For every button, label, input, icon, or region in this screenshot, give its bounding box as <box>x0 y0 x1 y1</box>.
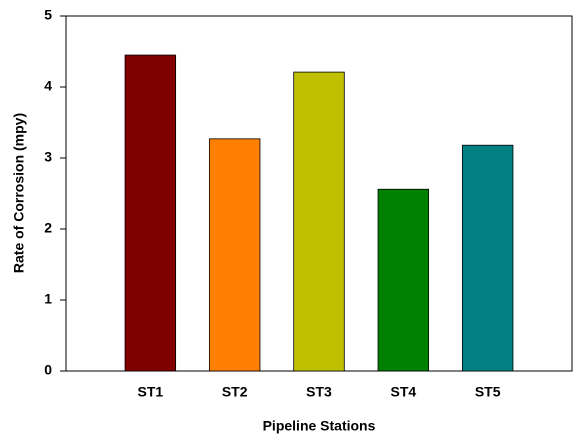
y-tick-label: 3 <box>44 149 52 165</box>
x-tick-label: ST2 <box>222 384 248 400</box>
bar <box>124 54 177 372</box>
bar <box>208 138 261 372</box>
y-axis-label: Rate of Corrosion (mpy) <box>11 113 27 273</box>
y-tick-label: 4 <box>44 78 52 94</box>
bar <box>293 71 345 372</box>
x-axis-label: Pipeline Stations <box>263 418 376 434</box>
bar <box>377 188 430 372</box>
x-tick-label: ST5 <box>475 384 501 400</box>
x-tick-label: ST4 <box>390 384 416 400</box>
x-tick-label: ST3 <box>306 384 332 400</box>
y-tick-label: 2 <box>44 220 52 236</box>
y-tick-label: 5 <box>44 7 52 23</box>
x-tick-label: ST1 <box>137 384 163 400</box>
bar <box>461 144 514 372</box>
y-tick-label: 1 <box>44 291 52 307</box>
y-tick-label: 0 <box>44 362 52 378</box>
